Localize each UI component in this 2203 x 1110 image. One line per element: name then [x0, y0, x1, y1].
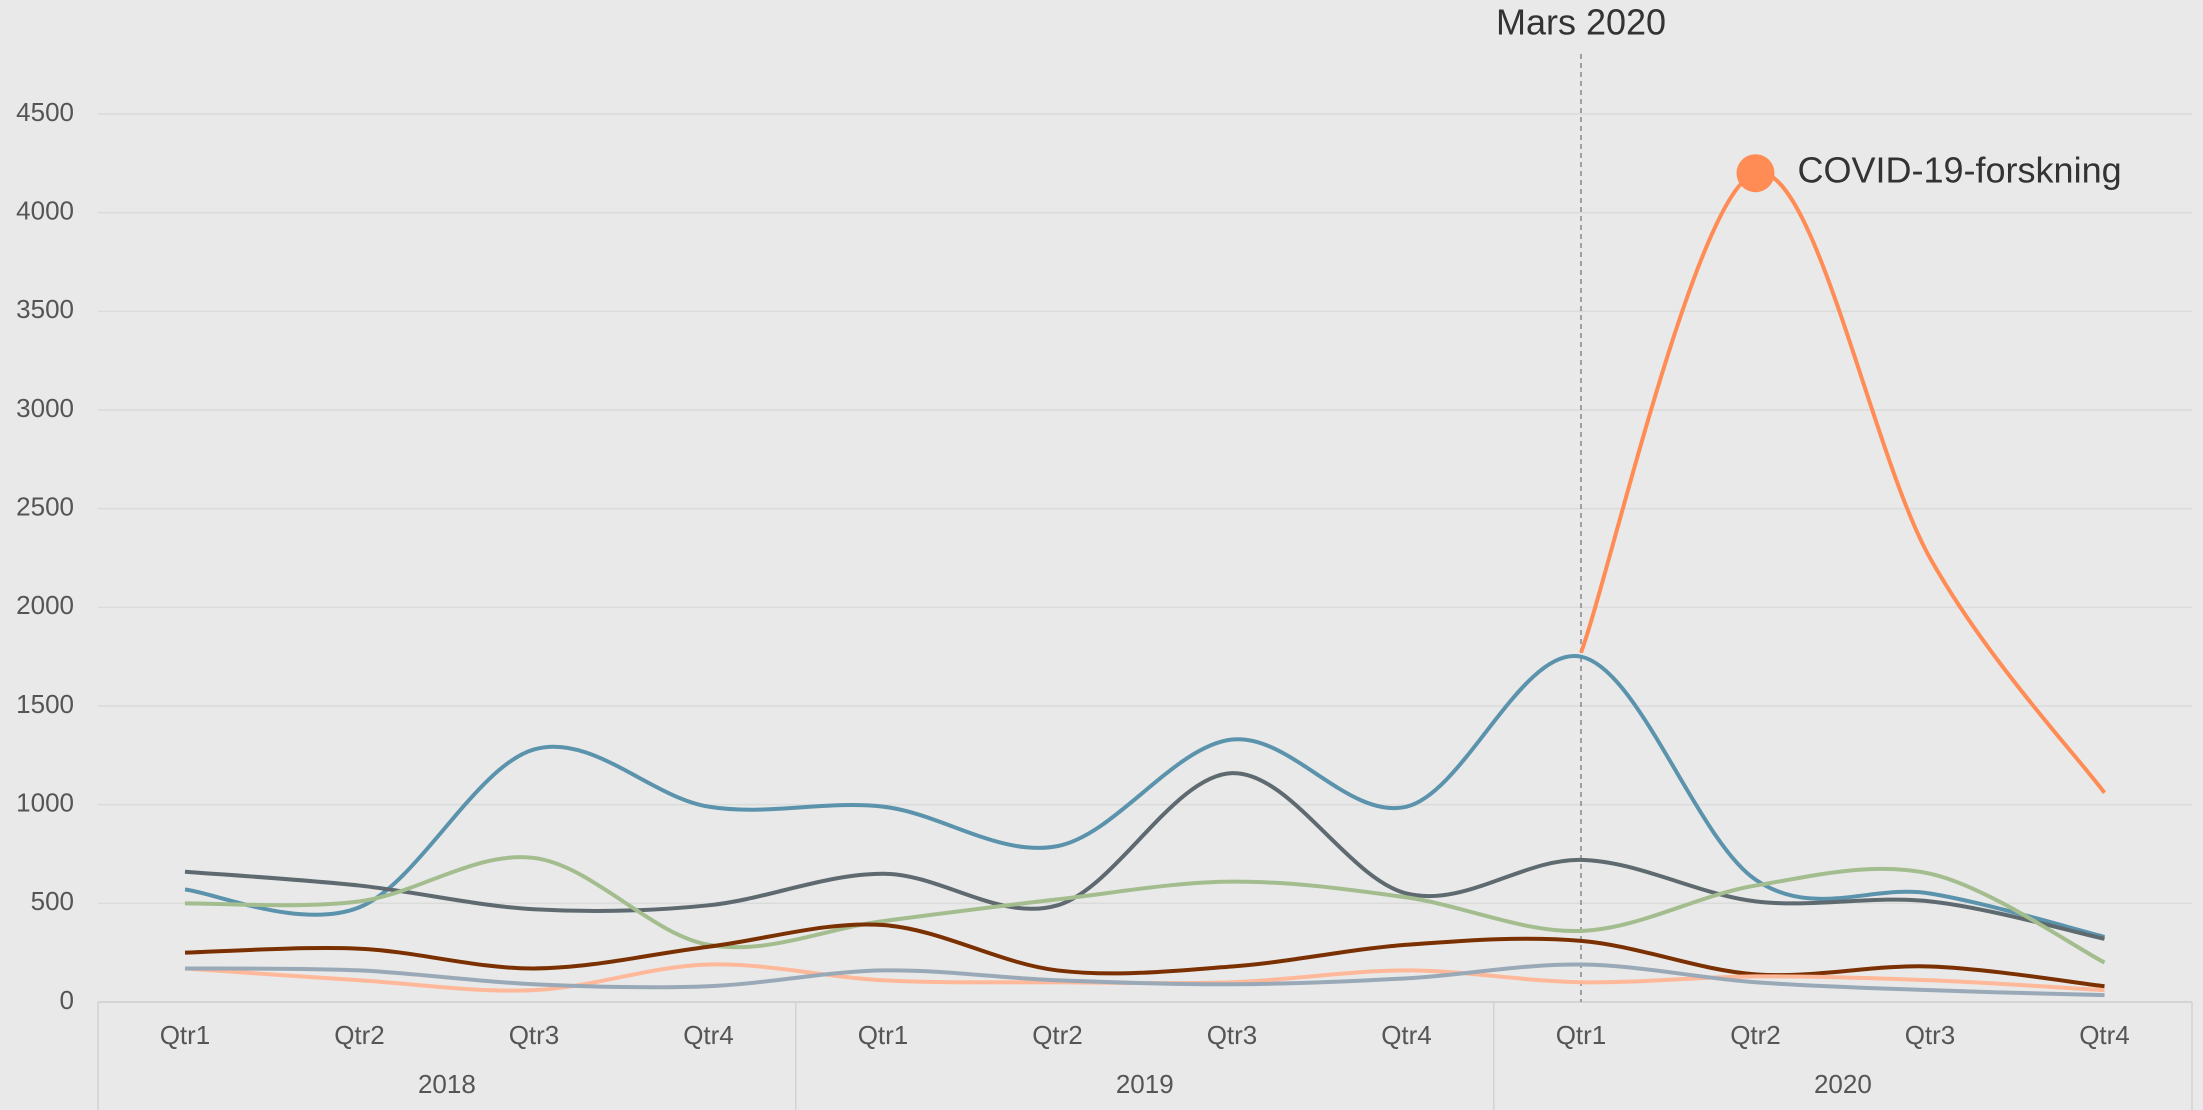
series-line: [184, 962, 2105, 998]
x-tick-label: Qtr4: [2079, 1020, 2130, 1050]
y-tick-label: 1000: [16, 788, 74, 818]
x-tick-label: Qtr2: [1730, 1020, 1781, 1050]
y-tick-label: 1500: [16, 689, 74, 719]
y-tick-label: 4000: [16, 196, 74, 226]
series-label: COVID-19-forskning: [1798, 150, 2122, 191]
series-marker: [1736, 154, 1775, 193]
x-tick-label: Qtr1: [1556, 1020, 1607, 1050]
group-label: 2018: [418, 1069, 476, 1099]
y-tick-label: 3000: [16, 393, 74, 423]
x-tick-label: Qtr3: [1905, 1020, 1956, 1050]
x-tick-label: Qtr2: [334, 1020, 385, 1050]
x-tick-label: Qtr3: [1207, 1020, 1258, 1050]
y-tick-label: 3500: [16, 294, 74, 324]
series-line: [184, 855, 2106, 965]
annotation-text: Mars 2020: [1496, 2, 1666, 43]
x-tick-label: Qtr4: [1381, 1020, 1432, 1050]
x-tick-label: Qtr1: [160, 1020, 211, 1050]
y-tick-label: 4500: [16, 97, 74, 127]
y-tick-label: 2000: [16, 590, 74, 620]
x-tick-label: Qtr3: [509, 1020, 560, 1050]
series-line: [1579, 170, 2107, 795]
y-tick-label: 500: [31, 886, 74, 916]
group-label: 2020: [1814, 1069, 1872, 1099]
series-line: [184, 771, 2105, 941]
group-label: 2019: [1116, 1069, 1174, 1099]
series-line: [184, 654, 2105, 939]
x-tick-label: Qtr1: [858, 1020, 909, 1050]
x-tick-label: Qtr4: [683, 1020, 734, 1050]
x-tick-label: Qtr2: [1032, 1020, 1083, 1050]
y-tick-label: 0: [60, 985, 74, 1015]
y-tick-label: 2500: [16, 492, 74, 522]
